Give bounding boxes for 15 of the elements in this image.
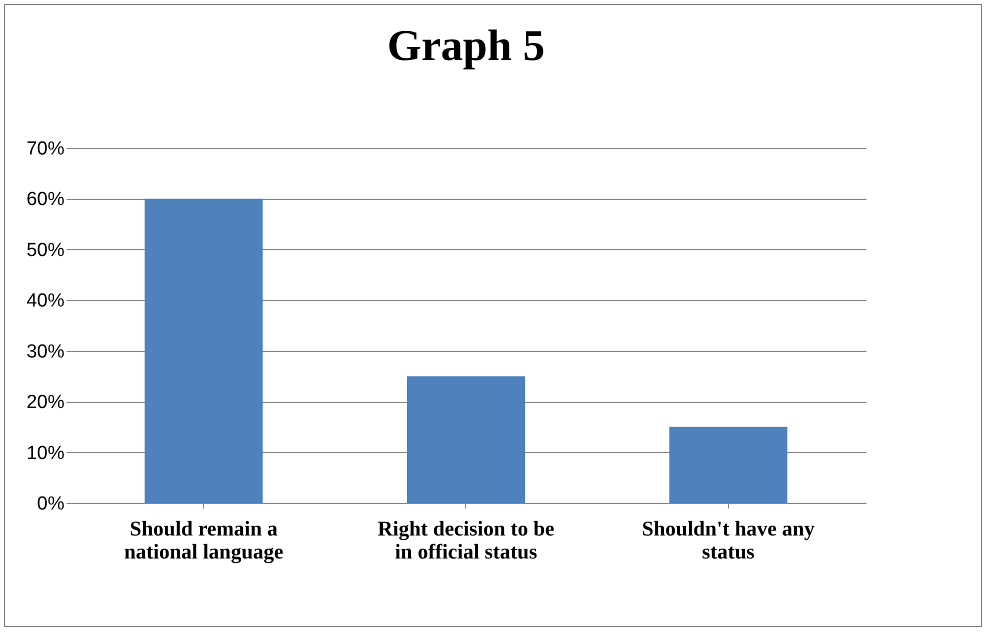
x-tick-label: Right decision to be in official status [378, 516, 554, 564]
bar [669, 426, 788, 503]
y-tick-label: 70% [26, 138, 65, 160]
x-tick-label: Shouldn't have any status [642, 516, 816, 564]
y-tick-label: 50% [26, 240, 65, 261]
y-tick-label: 0% [37, 494, 65, 514]
bar [144, 198, 263, 503]
y-tick-label: 60% [26, 189, 65, 210]
chart-title: Graph 5 [387, 21, 545, 70]
y-tick-label: 10% [26, 442, 65, 464]
y-tick-label: 30% [26, 341, 65, 362]
x-tick-label: Should remain a national language [124, 516, 284, 564]
y-tick-label: 40% [26, 290, 65, 312]
bar [406, 376, 526, 503]
y-tick-label: 20% [26, 392, 65, 414]
